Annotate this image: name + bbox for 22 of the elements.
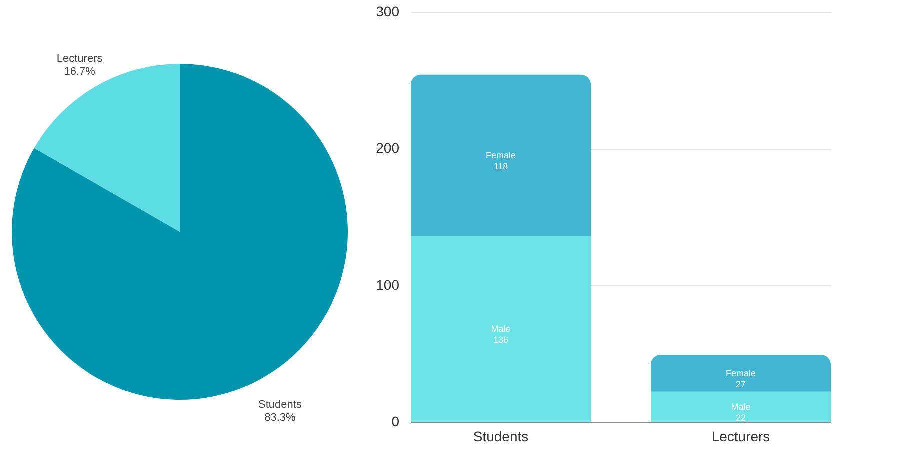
data-label: 118: [494, 162, 508, 172]
y-tick-label: 100: [376, 276, 400, 293]
text: Female: [486, 150, 516, 160]
y-tick-label: 200: [376, 140, 400, 156]
series-label: Male: [731, 402, 751, 412]
series-label: Female: [726, 368, 756, 378]
data-label: 22: [736, 412, 746, 423]
data-label: 16.7%: [64, 66, 96, 78]
bar: [411, 236, 591, 422]
slice-label: Lecturers: [56, 52, 104, 65]
data-label: 136: [493, 335, 509, 346]
pie-slice: [12, 64, 348, 400]
bar: [651, 355, 831, 392]
y-tick-label: 300: [376, 4, 400, 20]
pie-slice: [34, 64, 180, 232]
slice-label: Students: [258, 399, 302, 412]
bar: [411, 74, 591, 236]
text: Male: [491, 324, 511, 334]
data-label: 27: [736, 379, 746, 390]
data-label: 83.3%: [264, 412, 296, 424]
bar: [651, 392, 831, 422]
y-tick-label: 0: [392, 414, 400, 430]
